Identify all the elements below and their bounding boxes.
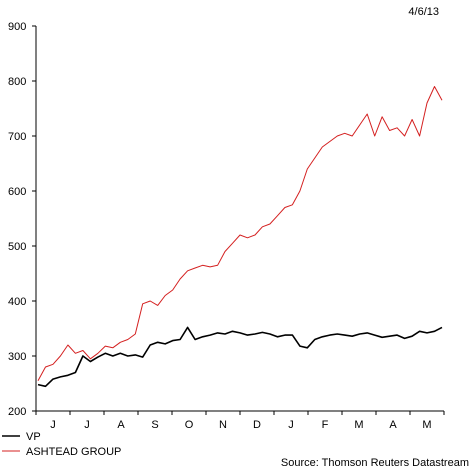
date-label: 4/6/13 bbox=[408, 6, 439, 18]
source-note: Source: Thomson Reuters Datastream bbox=[280, 457, 469, 469]
x-tick-label: A bbox=[389, 419, 397, 431]
y-tick-label: 500 bbox=[8, 241, 26, 253]
x-tick-label: S bbox=[151, 419, 158, 431]
y-tick-label: 400 bbox=[8, 296, 26, 308]
x-tick-label: J bbox=[288, 419, 294, 431]
y-tick-label: 300 bbox=[8, 351, 26, 363]
legend-label: VP bbox=[26, 431, 41, 443]
y-tick-label: 900 bbox=[8, 21, 26, 33]
y-tick-label: 800 bbox=[8, 76, 26, 88]
x-tick-label: M bbox=[354, 419, 363, 431]
y-tick-label: 200 bbox=[8, 406, 26, 418]
series-line-vp bbox=[37, 326, 443, 388]
legend-label: ASHTEAD GROUP bbox=[26, 446, 121, 458]
legend: VP ASHTEAD GROUP bbox=[2, 431, 121, 458]
x-tick-label: J bbox=[50, 419, 56, 431]
x-tick-label: N bbox=[219, 419, 227, 431]
series-layer bbox=[37, 86, 443, 388]
x-tick-label: O bbox=[185, 419, 194, 431]
x-tick-label: D bbox=[253, 419, 261, 431]
x-tick-label: M bbox=[422, 419, 431, 431]
x-tick-label: J bbox=[84, 419, 90, 431]
axes: 200 300 400 500 600 700 800 900 J J A S O N D J F M A M bbox=[8, 21, 445, 431]
series-line-ashtead-group bbox=[37, 86, 443, 382]
y-tick-label: 600 bbox=[8, 186, 26, 198]
y-tick-label: 700 bbox=[8, 131, 26, 143]
x-tick-label: A bbox=[117, 419, 125, 431]
x-tick-label: F bbox=[322, 419, 329, 431]
